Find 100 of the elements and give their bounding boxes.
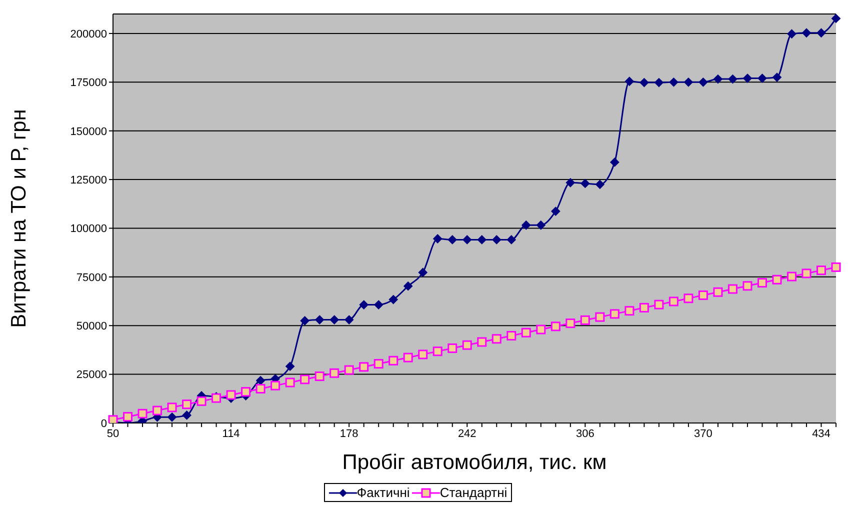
point <box>330 368 340 378</box>
point <box>610 158 620 167</box>
point <box>640 78 649 88</box>
point <box>521 328 531 338</box>
y-tick-label: 200000 <box>70 28 107 40</box>
y-tick-label: 175000 <box>70 77 107 90</box>
point <box>226 390 236 400</box>
point <box>403 352 413 362</box>
point <box>432 346 442 356</box>
point <box>624 306 634 316</box>
point <box>123 412 133 422</box>
point <box>359 300 368 310</box>
point <box>300 316 310 326</box>
y-tick-label: 50000 <box>76 320 107 333</box>
point <box>344 365 354 375</box>
point <box>433 234 442 244</box>
point <box>728 74 738 84</box>
point <box>624 76 634 86</box>
point <box>668 296 678 306</box>
point <box>256 384 266 394</box>
point <box>182 410 192 420</box>
point <box>757 278 767 288</box>
point <box>550 322 560 332</box>
point <box>241 387 251 397</box>
point <box>404 282 413 291</box>
point <box>772 274 782 284</box>
point <box>816 28 826 38</box>
point <box>492 235 502 244</box>
y-tick-label: 125000 <box>70 174 107 186</box>
y-tick-label: 0 <box>100 418 107 430</box>
point <box>270 380 280 390</box>
x-axis-title: Пробіг автомобиля, тис. км <box>342 451 607 474</box>
point <box>374 300 384 310</box>
point <box>831 262 841 272</box>
point <box>418 268 428 277</box>
y-tick-label: 100000 <box>70 223 107 236</box>
point <box>536 324 546 334</box>
point <box>698 290 708 300</box>
point <box>610 309 620 319</box>
point <box>315 315 324 324</box>
point <box>344 315 354 324</box>
point <box>684 78 693 87</box>
x-tick-label: 178 <box>340 428 358 440</box>
point <box>285 378 295 388</box>
x-tick-label: 434 <box>812 428 830 440</box>
legend-label: Стандартні <box>440 485 508 500</box>
point <box>802 28 811 38</box>
point <box>506 235 516 244</box>
point <box>742 74 752 83</box>
point <box>698 78 708 87</box>
point <box>580 178 590 188</box>
point <box>418 350 428 360</box>
point <box>566 178 575 188</box>
point <box>654 300 664 310</box>
point <box>330 315 339 324</box>
point <box>787 29 796 38</box>
point <box>832 14 840 23</box>
x-tick-label: 50 <box>106 428 120 440</box>
point <box>462 340 472 350</box>
point <box>654 78 664 88</box>
point <box>522 220 531 230</box>
point <box>758 74 767 83</box>
point <box>374 359 384 369</box>
point <box>536 220 546 230</box>
point <box>196 396 206 406</box>
y-axis-title: Витрати на ТО и Р, грн <box>7 109 30 328</box>
x-tick-label: 370 <box>694 428 712 440</box>
point <box>816 266 826 276</box>
point <box>359 362 369 372</box>
point <box>742 281 752 291</box>
point <box>684 294 694 304</box>
point <box>286 362 295 371</box>
point <box>669 78 678 87</box>
point <box>300 374 310 384</box>
point <box>713 74 722 84</box>
point <box>462 235 472 244</box>
point <box>506 330 516 340</box>
point <box>786 272 796 282</box>
point <box>580 315 590 325</box>
point <box>639 302 649 312</box>
point <box>772 72 782 82</box>
legend-label: Фактичні <box>356 485 410 500</box>
point <box>492 334 502 344</box>
point <box>566 318 576 328</box>
point <box>595 180 604 189</box>
point <box>448 235 457 244</box>
point <box>388 295 398 304</box>
point <box>551 206 560 216</box>
point <box>713 287 723 297</box>
point <box>595 312 605 322</box>
y-tick-label: 75000 <box>76 272 107 284</box>
x-tick-label: 242 <box>458 428 476 440</box>
point <box>448 343 458 353</box>
point <box>168 412 177 422</box>
x-tick-label: 114 <box>222 428 240 440</box>
point <box>182 400 192 410</box>
point <box>388 356 398 366</box>
point <box>802 268 812 278</box>
point <box>138 408 148 418</box>
y-tick-label: 25000 <box>76 369 107 382</box>
